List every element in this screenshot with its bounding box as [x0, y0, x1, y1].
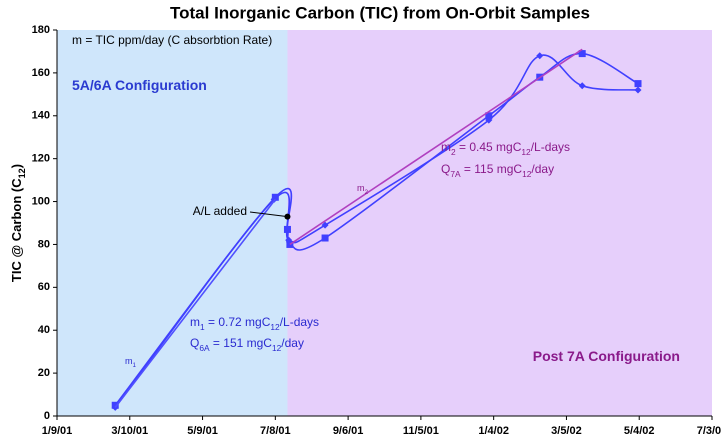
text-run: Post 7A Configuration	[533, 348, 680, 364]
marker	[634, 80, 642, 88]
marker	[634, 86, 642, 94]
text-run: = 115 mgC	[461, 162, 523, 176]
text-run: m	[125, 356, 133, 366]
text-run: Q	[441, 162, 450, 176]
text-run: 5A/6A Configuration	[72, 77, 207, 93]
annotation: 5A/6A Configuration	[72, 77, 207, 93]
text-run: m = TIC ppm/day (C absorbtion Rate)	[72, 33, 272, 47]
x-tick-label: 5/9/01	[187, 425, 218, 437]
marker	[321, 221, 329, 229]
marker	[536, 52, 544, 60]
text-run: 2	[451, 147, 456, 157]
text-run: = 0.45 mgC	[456, 140, 522, 154]
y-tick-label: 20	[38, 367, 50, 379]
y-tick-label: 60	[38, 281, 50, 293]
y-tick-label: 140	[32, 110, 50, 122]
marker	[578, 50, 586, 58]
annotation: m2 = 0.45 mgC12/L-days	[441, 140, 570, 157]
text-run: 1	[200, 322, 205, 332]
text-run: 12	[521, 147, 531, 157]
annotation: m1	[125, 356, 137, 369]
text-run: m	[441, 140, 451, 154]
annotation: m = TIC ppm/day (C absorbtion Rate)	[72, 33, 272, 47]
x-tick-label: 1/4/02	[478, 425, 509, 437]
series-line	[289, 48, 583, 246]
y-tick-label: 0	[44, 410, 50, 422]
text-run: /L-days	[280, 315, 319, 329]
x-tick-label: 11/5/01	[403, 425, 439, 437]
text-run: 2	[365, 189, 369, 196]
text-run: m	[190, 315, 200, 329]
text-run: Q	[190, 336, 199, 350]
annotation: m2	[357, 183, 369, 196]
annotation: m1 = 0.72 mgC12/L-days	[190, 315, 319, 332]
text-run: /day	[281, 336, 304, 350]
x-tick-label: 1/9/01	[42, 425, 73, 437]
callout-point	[284, 213, 291, 220]
text-run: 12	[272, 343, 282, 353]
x-tick-label: 9/6/01	[333, 425, 364, 437]
marker	[578, 82, 586, 90]
x-tick-label: 7/3/02	[697, 425, 721, 437]
y-axis-label: TIC @ Carbon (C12)	[9, 164, 27, 282]
y-tick-label: 160	[32, 67, 50, 79]
callout-label: A/L added	[193, 204, 247, 218]
marker	[321, 234, 329, 242]
y-tick-label: 80	[38, 238, 50, 250]
y-tick-label: 100	[32, 195, 50, 207]
y-tick-label: 180	[32, 24, 50, 36]
text-run: /L-days	[531, 140, 570, 154]
x-tick-label: 7/8/01	[260, 425, 291, 437]
text-run: 12	[522, 169, 532, 179]
marker	[485, 116, 493, 124]
text-run: )	[9, 164, 24, 168]
annotation: Q6A = 151 mgC12/day	[190, 336, 304, 353]
text-run: = 151 mgC	[210, 336, 273, 350]
text-run: 7A	[450, 169, 461, 179]
marker	[270, 195, 278, 203]
y-tick-label: 120	[32, 153, 50, 165]
text-run: TIC @ Carbon (C	[9, 178, 24, 282]
marker	[485, 112, 493, 120]
text-run: 12	[17, 168, 27, 178]
text-run: = 0.72 mgC	[205, 315, 271, 329]
text-run: 6A	[199, 343, 210, 353]
x-tick-label: 3/10/01	[111, 425, 148, 437]
text-run: 1	[133, 362, 137, 369]
marker	[285, 236, 293, 244]
chart-title: Total Inorganic Carbon (TIC) from On-Orb…	[170, 3, 590, 22]
text-run: m	[357, 183, 365, 193]
x-tick-label: 5/4/02	[624, 425, 655, 437]
annotation: Q7A = 115 mgC12/day	[441, 162, 554, 179]
region	[57, 30, 288, 416]
y-tick-label: 40	[38, 324, 50, 336]
text-run: 12	[270, 322, 280, 332]
region	[287, 30, 712, 416]
series-line	[114, 54, 639, 408]
x-tick-label: 3/5/02	[551, 425, 582, 437]
callout-line	[249, 211, 288, 218]
text-run: /day	[531, 162, 554, 176]
series-line	[114, 198, 276, 408]
annotation: Post 7A Configuration	[533, 348, 680, 364]
